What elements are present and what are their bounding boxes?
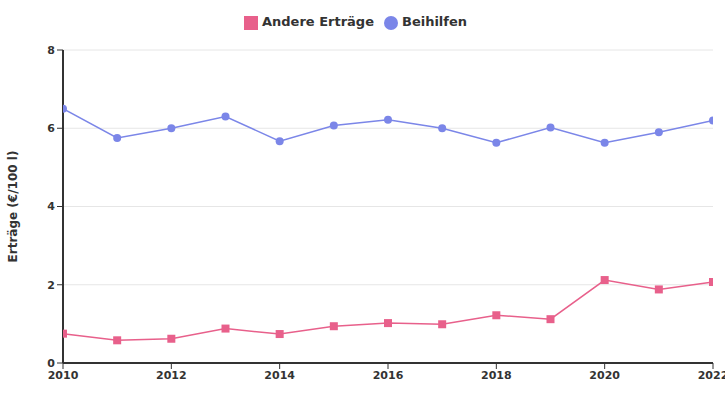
svg-text:8: 8 — [47, 44, 55, 57]
svg-text:4: 4 — [47, 200, 55, 213]
svg-text:2018: 2018 — [481, 369, 512, 382]
svg-text:2014: 2014 — [264, 369, 295, 382]
html-text:Andere Erträge: Andere Erträge — [262, 14, 374, 29]
svg-text:2022: 2022 — [698, 369, 717, 382]
svg-text:2010: 2010 — [48, 369, 79, 382]
svg-text:Erträge (€/100 l): Erträge (€/100 l) — [8, 151, 20, 263]
html-text:Beihilfen: Beihilfen — [402, 14, 467, 29]
svg-text:2020: 2020 — [589, 369, 620, 382]
svg-text:2012: 2012 — [156, 369, 187, 382]
svg-text:6: 6 — [47, 122, 55, 135]
svg-text:2016: 2016 — [373, 369, 404, 382]
svg-text:0: 0 — [47, 357, 55, 370]
svg-text:2: 2 — [47, 279, 55, 292]
